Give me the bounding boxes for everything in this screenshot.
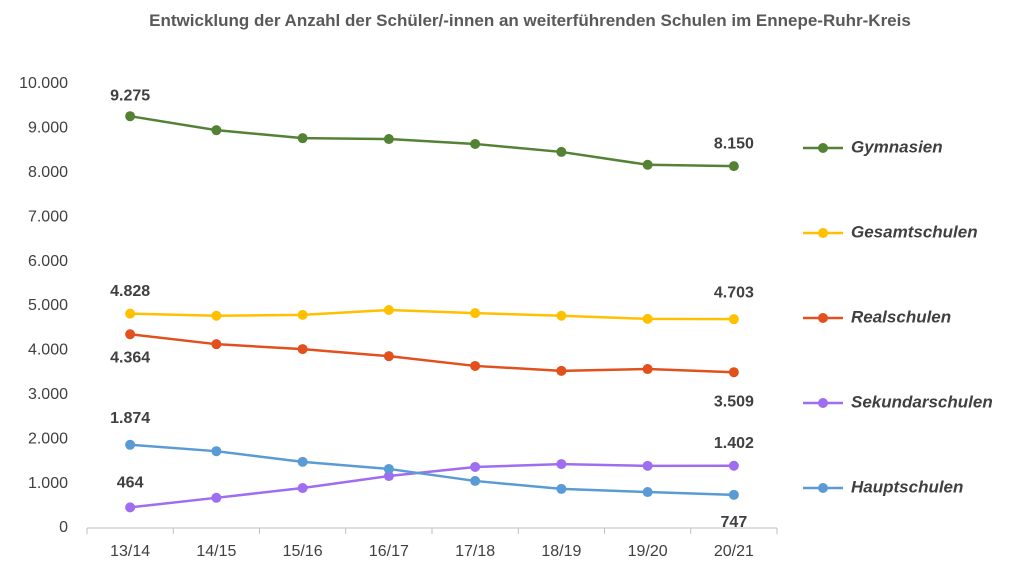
- data-point: [470, 475, 481, 486]
- y-tick-label: 0: [59, 519, 68, 536]
- legend-marker: [818, 143, 828, 153]
- data-point: [297, 133, 308, 144]
- y-tick-label: 2.000: [28, 430, 68, 447]
- y-tick-label: 1.000: [28, 475, 68, 492]
- data-point: [383, 351, 394, 362]
- data-label: 464: [117, 475, 144, 492]
- data-label: 4.703: [714, 284, 754, 301]
- data-point: [728, 161, 739, 172]
- data-point: [297, 456, 308, 467]
- legend-label: Sekundarschulen: [851, 392, 993, 411]
- data-point: [728, 314, 739, 325]
- data-point: [383, 304, 394, 315]
- data-point: [642, 159, 653, 170]
- data-point: [125, 111, 136, 122]
- x-tick-label: 15/16: [283, 543, 323, 560]
- data-point: [297, 309, 308, 320]
- y-tick-label: 8.000: [28, 164, 68, 181]
- series-line: [130, 308, 734, 321]
- data-point: [728, 489, 739, 500]
- x-tick-label: 18/19: [541, 543, 581, 560]
- data-point: [211, 492, 222, 503]
- x-tick-label: 19/20: [628, 543, 668, 560]
- x-tick-label: 20/21: [714, 543, 754, 560]
- data-point: [728, 460, 739, 471]
- x-tick-label: 16/17: [369, 543, 409, 560]
- data-label: 8.150: [714, 135, 754, 152]
- data-point: [470, 138, 481, 149]
- data-point: [383, 134, 394, 145]
- data-point: [297, 344, 308, 355]
- data-label: 1.874: [110, 410, 150, 427]
- data-point: [470, 308, 481, 319]
- data-point: [556, 483, 567, 494]
- data-point: [556, 365, 567, 376]
- series-line: [129, 462, 734, 509]
- data-point: [383, 463, 394, 474]
- y-tick-label: 10.000: [19, 75, 68, 92]
- data-point: [125, 329, 136, 340]
- data-label: 4.828: [110, 283, 150, 300]
- data-label: 1.402: [714, 435, 754, 452]
- data-point: [470, 461, 481, 472]
- series-line: [130, 443, 734, 497]
- data-point: [125, 308, 136, 319]
- data-point: [125, 439, 136, 450]
- x-tick-label: 14/15: [196, 543, 236, 560]
- legend-marker: [818, 398, 828, 408]
- series-line: [129, 114, 734, 168]
- data-label: 3.509: [714, 393, 754, 410]
- data-point: [383, 471, 394, 482]
- data-point: [125, 502, 136, 513]
- data-point: [297, 483, 308, 494]
- legend-label: Hauptschulen: [851, 477, 963, 496]
- x-tick-label: 13/14: [110, 543, 150, 560]
- x-tick-label: 17/18: [455, 543, 495, 560]
- legend-marker: [818, 228, 828, 238]
- legend-label: Realschulen: [851, 307, 951, 326]
- data-label: 747: [721, 514, 748, 531]
- data-point: [642, 364, 653, 375]
- y-tick-label: 4.000: [28, 342, 68, 359]
- y-tick-label: 5.000: [28, 297, 68, 314]
- y-tick-label: 9.000: [28, 120, 68, 137]
- legend-label: Gesamtschulen: [851, 222, 978, 241]
- y-tick-label: 6.000: [28, 253, 68, 270]
- data-point: [211, 310, 222, 321]
- data-point: [642, 313, 653, 324]
- data-point: [211, 446, 222, 457]
- legend-label: Gymnasien: [851, 137, 943, 156]
- y-tick-label: 3.000: [28, 386, 68, 403]
- data-point: [211, 125, 222, 136]
- legend-marker: [818, 313, 828, 323]
- data-point: [556, 146, 567, 157]
- data-label: 9.275: [110, 87, 150, 104]
- data-point: [642, 487, 653, 498]
- y-tick-label: 7.000: [28, 208, 68, 225]
- data-label: 4.364: [110, 349, 150, 366]
- data-point: [470, 360, 481, 371]
- chart-title: Entwicklung der Anzahl der Schüler/-inne…: [149, 11, 911, 30]
- data-point: [556, 459, 567, 470]
- series-line: [129, 332, 734, 374]
- data-point: [211, 339, 222, 350]
- data-point: [556, 310, 567, 321]
- legend-marker: [818, 483, 828, 493]
- data-point: [642, 460, 653, 471]
- data-point: [728, 367, 739, 378]
